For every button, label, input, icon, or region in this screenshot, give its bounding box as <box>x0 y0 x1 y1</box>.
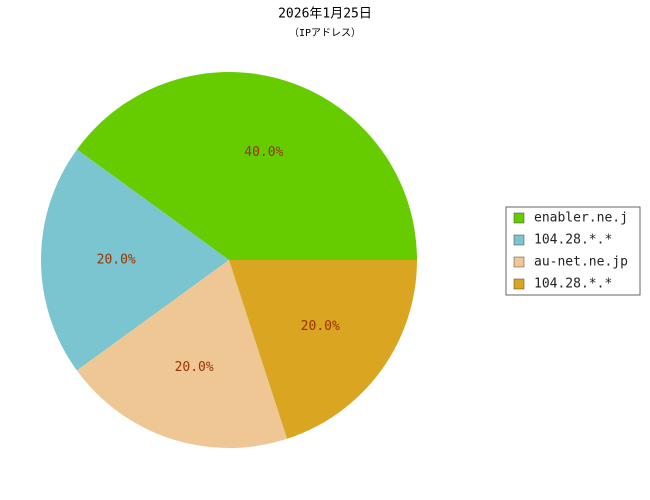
chart-subtitle: （IPアドレス） <box>289 27 361 39</box>
legend-swatch <box>513 212 525 224</box>
slice-label: 20.0% <box>97 253 136 268</box>
legend-label: 104.28.*.* <box>534 233 612 248</box>
chart-title: 2026年1月25日 <box>278 7 372 22</box>
legend-swatch <box>513 278 525 290</box>
legend-box <box>505 206 641 296</box>
legend-label: au-net.ne.jp <box>534 255 628 270</box>
legend-swatch <box>513 234 525 246</box>
pie-slice <box>76 72 417 261</box>
legend-swatch <box>513 256 525 268</box>
slice-label: 20.0% <box>301 319 340 334</box>
legend-label: enabler.ne.j <box>534 211 628 226</box>
slice-label: 40.0% <box>244 145 283 160</box>
slice-label: 20.0% <box>175 360 214 375</box>
pie-slice <box>40 149 229 371</box>
pie-slice <box>229 260 417 439</box>
legend-label: 104.28.*.* <box>534 277 612 292</box>
pie-slice <box>76 260 288 449</box>
